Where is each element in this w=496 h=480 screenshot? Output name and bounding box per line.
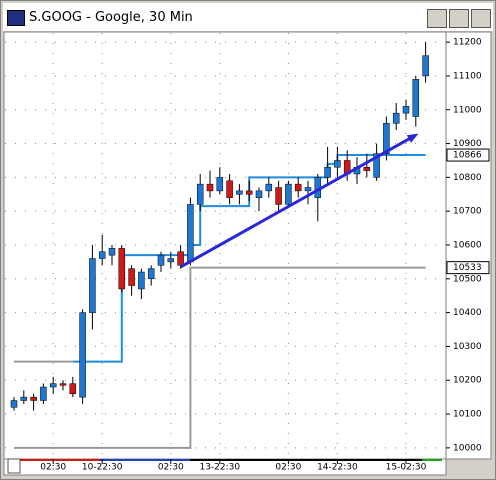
indicator-line — [14, 266, 426, 449]
close-button[interactable] — [471, 9, 491, 28]
candle-body — [147, 268, 155, 280]
minimize-button[interactable] — [427, 9, 447, 28]
candle-body — [69, 383, 77, 395]
price-label-box — [446, 148, 490, 162]
y-tick-label: 11100 — [453, 71, 482, 81]
candle-body — [79, 312, 86, 398]
candle-body — [265, 183, 273, 192]
y-tick-label: 10500 — [453, 274, 482, 284]
candle-body — [383, 123, 390, 154]
price-label: 10866 — [453, 151, 482, 161]
candle-body — [187, 204, 194, 263]
x-tick-label: 02:30 — [40, 463, 66, 473]
candle-body — [128, 268, 135, 286]
candle-body — [255, 190, 263, 198]
period-bar — [422, 459, 442, 461]
candle-body — [177, 251, 184, 266]
candle-body — [236, 190, 243, 195]
candle-body — [245, 190, 253, 195]
y-tick-label: 11200 — [453, 38, 482, 48]
candle-body — [373, 153, 380, 178]
candle-body — [59, 383, 67, 386]
maximize-button[interactable] — [449, 9, 469, 28]
candle-body — [412, 79, 420, 117]
candle-body — [275, 187, 282, 205]
candle-body — [324, 166, 331, 178]
candle-body — [20, 396, 28, 401]
scroll-box[interactable] — [7, 458, 21, 474]
candle-body — [226, 180, 233, 198]
y-tick-label: 10100 — [453, 410, 482, 420]
x-tick-label: 10-22:30 — [82, 463, 123, 473]
period-bar — [100, 459, 190, 461]
trend-line — [179, 133, 417, 269]
app-icon — [7, 10, 25, 26]
candle-body — [167, 258, 175, 263]
candle-body — [49, 383, 57, 388]
candle-body — [98, 251, 106, 259]
candle-body — [40, 386, 47, 401]
candle-body — [89, 258, 96, 313]
window-title: S.GOOG - Google, 30 Min — [29, 10, 193, 25]
candle-body — [294, 183, 302, 192]
price-label-box — [446, 261, 490, 275]
candle-body — [138, 271, 145, 290]
candle-body — [285, 183, 292, 205]
candle-body — [216, 177, 224, 192]
candle-body — [402, 106, 410, 114]
candle-body — [30, 396, 37, 401]
candle-body — [196, 183, 204, 205]
x-tick-label: 02:30 — [158, 463, 184, 473]
candle-body — [10, 400, 18, 408]
candle-body — [392, 112, 400, 124]
period-bar — [190, 459, 422, 461]
candle-body — [108, 248, 116, 256]
title-bar: S.GOOG - Google, 30 Min — [3, 3, 493, 31]
candle-body — [422, 55, 429, 77]
candle-body — [206, 183, 214, 192]
candle-body — [304, 187, 312, 192]
price-axis — [445, 31, 492, 460]
candle-body — [118, 248, 126, 290]
plot-area — [3, 31, 447, 460]
trend-arrow-head — [406, 133, 419, 143]
x-tick-label: 14-22:30 — [317, 463, 358, 473]
y-tick-label: 10000 — [453, 443, 482, 453]
y-tick-label: 10600 — [453, 240, 482, 250]
y-tick-label: 10800 — [453, 173, 482, 183]
y-tick-label: 10200 — [453, 376, 482, 386]
y-tick-label: 10400 — [453, 308, 482, 318]
indicator-line — [72, 154, 426, 363]
y-tick-label: 11000 — [453, 105, 482, 115]
x-tick-label: 15-02:30 — [386, 463, 427, 473]
candle-body — [363, 166, 371, 171]
x-tick-label: 13-22:30 — [199, 463, 240, 473]
x-tick-label: 02:30 — [275, 463, 301, 473]
period-bar — [20, 459, 100, 461]
price-label: 10533 — [453, 263, 482, 273]
y-tick-label: 10300 — [453, 342, 482, 352]
candle-body — [157, 254, 165, 266]
y-tick-label: 10900 — [453, 139, 482, 149]
candle-body — [334, 160, 341, 168]
y-tick-label: 10700 — [453, 207, 482, 217]
